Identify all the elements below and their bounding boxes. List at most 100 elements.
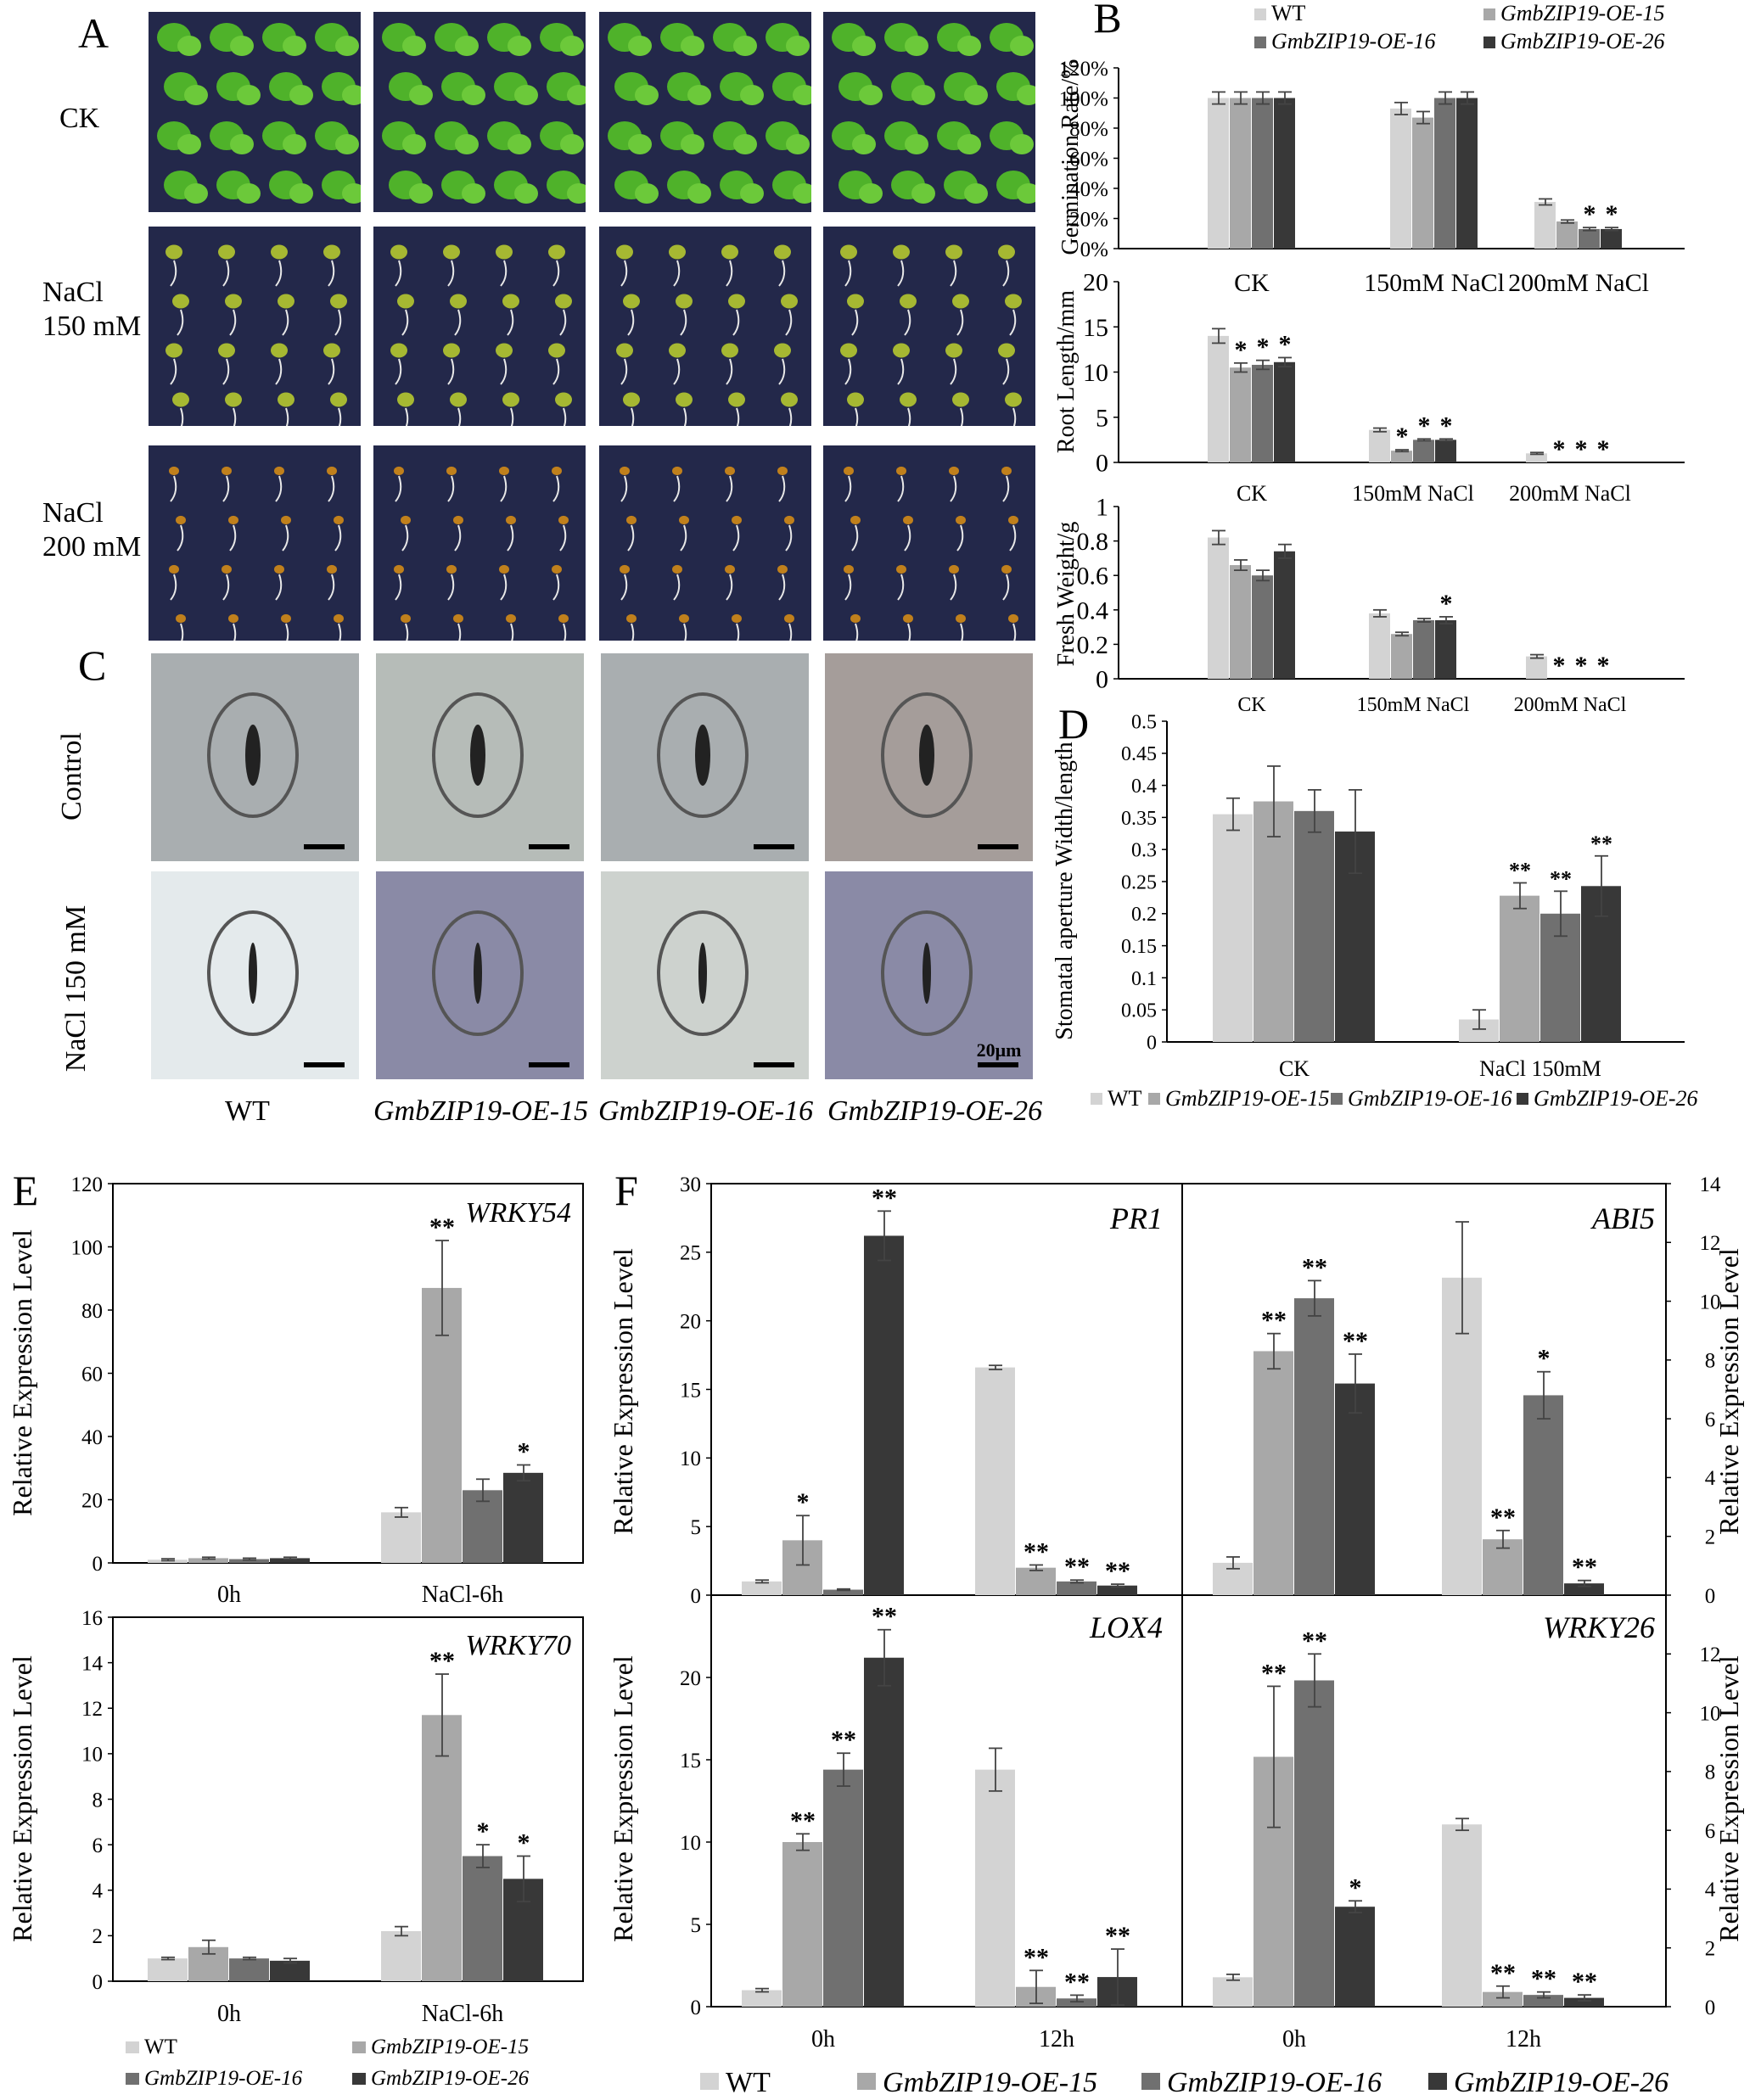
bar [1253, 1351, 1293, 1595]
y-tick-label: 8 [1705, 1761, 1716, 1784]
stomata-drawing [432, 692, 569, 849]
seedling-root [447, 358, 455, 385]
y-tick-label: 5 [691, 1914, 702, 1937]
significance-mark: * [1440, 412, 1453, 440]
significance-mark: ** [1261, 1307, 1287, 1335]
significance-mark: ** [1064, 1553, 1090, 1581]
legend-swatch [126, 2041, 139, 2053]
seedling-leaf [342, 183, 366, 204]
y-tick-label: 6 [93, 1834, 104, 1857]
seedling [626, 613, 637, 624]
seedling [496, 244, 513, 260]
seedling [401, 515, 411, 525]
significance-mark: ** [831, 1726, 856, 1754]
seedling-leaf [1017, 183, 1040, 204]
significance-mark: * [1349, 1873, 1362, 1901]
seedling-root [726, 475, 733, 502]
seedling [721, 343, 738, 358]
bar [270, 1558, 310, 1563]
seedling-leaf [852, 36, 876, 56]
significance-mark: ** [1302, 1627, 1327, 1655]
guard-cell-outline [207, 692, 299, 818]
seedling-root [559, 524, 567, 552]
seedling [278, 392, 294, 407]
seedling-root [229, 309, 237, 336]
legend-swatch [1148, 1093, 1160, 1105]
seedling-leaf [1017, 85, 1040, 105]
bar [1369, 429, 1390, 462]
seedling [721, 244, 738, 260]
seedling [728, 294, 745, 309]
seedling-leaf [184, 85, 208, 105]
seedling [502, 392, 519, 407]
significance-mark: * [518, 1438, 530, 1466]
seedling [323, 244, 340, 260]
significance-mark: * [1279, 330, 1292, 358]
col-label-oe15: GmbZIP19-OE-15 [373, 1095, 589, 1127]
y-tick-label: 0% [1080, 238, 1108, 261]
y-tick-label: 15 [1083, 314, 1108, 342]
seedling-root [1009, 309, 1017, 336]
scale-bar [754, 1062, 794, 1067]
y-tick-label: 120% [1059, 58, 1108, 81]
seedling-leaf [733, 36, 757, 56]
seedling [840, 244, 857, 260]
significance-mark: * [1440, 590, 1453, 618]
seedling [945, 244, 962, 260]
stomata-drawing [881, 692, 1018, 849]
seedling-leaf [681, 134, 704, 154]
legend-label: GmbZIP19-OE-26 [371, 2067, 530, 2090]
seedling-root [282, 524, 289, 552]
panel-label-f: F [614, 1167, 638, 1214]
x-category-label: CK [1279, 1056, 1310, 1081]
seedling-root [785, 524, 793, 552]
seedling-root [500, 475, 508, 502]
seedling-root [620, 475, 628, 502]
bar [229, 1958, 269, 1981]
seedling-root [620, 260, 628, 287]
bar [463, 1490, 502, 1563]
y-tick-label: 20 [680, 1667, 701, 1690]
seedling-root [950, 260, 957, 287]
seedling-root [726, 260, 733, 287]
y-tick-label: 0.3 [1131, 840, 1157, 862]
significance-mark: * [1257, 333, 1270, 361]
seedling-leaf [687, 183, 711, 204]
seedling [271, 343, 288, 358]
y-tick-label: 12 [1700, 1232, 1721, 1255]
seedling-root [222, 358, 230, 385]
seedling-root [778, 358, 786, 385]
stomata-drawing [207, 910, 345, 1067]
significance-mark: ** [429, 1647, 455, 1675]
y-tick-label: 0.25 [1121, 871, 1157, 893]
bar [1335, 1383, 1375, 1595]
seedling-leaf [1010, 134, 1034, 154]
seedling [390, 343, 407, 358]
seedling-leaf [514, 183, 538, 204]
bar [1456, 98, 1478, 249]
seedling [222, 564, 232, 574]
y-tick-label: 0 [1096, 450, 1108, 478]
seedling-root [328, 358, 335, 385]
significance-mark: ** [1490, 1959, 1516, 1987]
x-category-label: CK [1237, 481, 1267, 506]
x-category-label: 12h [1039, 2026, 1074, 2052]
legend-label: GmbZIP19-OE-15 [1165, 1086, 1330, 1111]
y-tick-label: 8 [93, 1789, 104, 1812]
y-tick-label: 0.1 [1131, 968, 1157, 990]
seedling-leaf [859, 85, 883, 105]
y-tick-label: 2 [1705, 1937, 1716, 1960]
stomata-photo [376, 653, 584, 861]
bar [1016, 1567, 1056, 1595]
seedling-leaf [508, 134, 531, 154]
x-category-label: 150mM NaCl [1357, 694, 1470, 716]
significance-mark: * [518, 1829, 530, 1857]
seedling [616, 244, 633, 260]
seedling-leaf [957, 36, 981, 56]
seedling [777, 466, 788, 476]
legend-label: WT [1271, 1, 1306, 25]
significance-mark: * [477, 1817, 490, 1845]
legend-label: WT [726, 2067, 771, 2098]
bar [1274, 551, 1295, 679]
seedling-root [334, 524, 342, 552]
